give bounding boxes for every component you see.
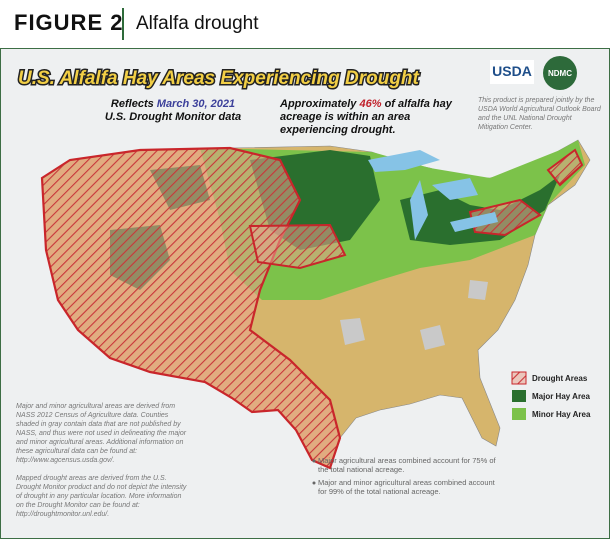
figure-label: FIGURE 2 bbox=[14, 10, 124, 35]
text: of alfalfa hay acreage is within an area… bbox=[280, 98, 452, 136]
ndmc-logo-text: NDMC bbox=[548, 69, 572, 78]
percent: 46% bbox=[359, 98, 382, 110]
bullet-dot bbox=[312, 481, 316, 485]
legend-swatch bbox=[512, 390, 526, 402]
text: Approximately bbox=[280, 98, 357, 110]
text: U.S. Drought Monitor data bbox=[104, 111, 242, 123]
bullet: Major agricultural areas combined accoun… bbox=[318, 456, 496, 474]
usda-logo: USDA bbox=[492, 63, 532, 79]
drought-area bbox=[248, 223, 347, 270]
legend-swatch bbox=[512, 408, 526, 420]
legend-label: Drought Areas bbox=[532, 374, 588, 383]
bullet-dot bbox=[312, 459, 316, 463]
reflects-text: Reflects March 30, 2021 U.S. Drought Moni… bbox=[88, 98, 258, 124]
divider bbox=[122, 8, 124, 40]
drought-area bbox=[546, 148, 584, 187]
date: March 30, 2021 bbox=[156, 98, 236, 110]
note: Mapped drought areas are derived from th… bbox=[16, 475, 187, 518]
legend-label: Major Hay Area bbox=[532, 392, 590, 401]
drought-area bbox=[468, 198, 542, 237]
figure-title: Alfalfa drought bbox=[136, 13, 259, 34]
ndmc-logo bbox=[543, 56, 577, 90]
note: Major and minor agricultural areas are d… bbox=[16, 403, 187, 464]
map-title: U.S. Alfalfa Hay Areas Experiencing Drou… bbox=[18, 68, 420, 89]
legend-label: Minor Hay Area bbox=[532, 410, 591, 419]
legend-swatch bbox=[511, 371, 527, 385]
credit: This product is prepared jointly by the … bbox=[478, 97, 601, 131]
usda-logo-bg bbox=[490, 60, 534, 84]
text: Reflects bbox=[110, 98, 154, 110]
summary-text: Approximately 46% of alfalfa hay acreage… bbox=[280, 98, 460, 137]
bullet: Major and minor agricultural areas combi… bbox=[318, 478, 495, 496]
gray-counties bbox=[340, 280, 488, 350]
great-lakes bbox=[368, 150, 498, 240]
